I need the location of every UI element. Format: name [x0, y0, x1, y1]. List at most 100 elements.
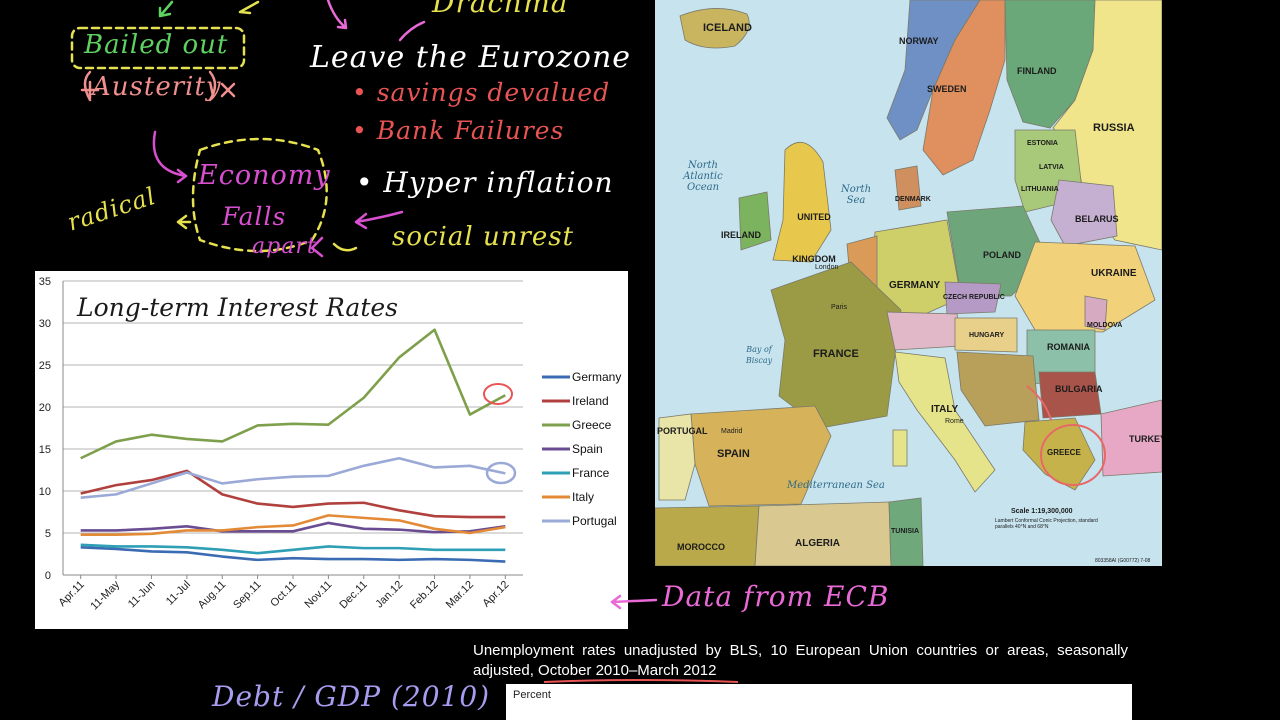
map-label-romania: ROMANIA: [1047, 342, 1090, 352]
x-tick-label: Mar.12: [444, 579, 476, 611]
note-bailed-out: Bailed out: [84, 30, 229, 60]
series-line-greece: [80, 328, 506, 460]
map-label-germany: GERMANY: [889, 280, 941, 291]
x-tick-label: 11-May: [88, 578, 122, 612]
map-label-portugal: PORTUGAL: [657, 426, 708, 436]
map-label-uk: UNITED KINGDOM: [792, 212, 836, 264]
map-label-france: FRANCE: [813, 348, 859, 360]
legend-label-greece: Greece: [572, 418, 612, 432]
x-tick-label: Apr.11: [56, 579, 86, 609]
note-debt-gdp: Debt / GDP (2010): [212, 680, 491, 713]
note-bank-failures: • Bank Failures: [352, 116, 565, 145]
y-tick-label: 5: [45, 528, 51, 540]
map-label-denmark: DENMARK: [895, 196, 931, 203]
map-shape-italy: [894, 351, 996, 493]
note-hyper-inflation: • Hyper inflation: [356, 166, 614, 199]
map-label-spain: SPAIN: [717, 448, 750, 460]
map-shape-denmark: [894, 165, 922, 211]
sea-label-mediterranean: Mediterranean Sea: [787, 480, 885, 491]
greece-highlight-map-circle: [1040, 424, 1106, 486]
series-line-ireland: [80, 469, 506, 519]
map-label-bulgaria: BULGARIA: [1055, 384, 1103, 394]
map-shapes: [655, 0, 1162, 566]
city-london: London: [815, 264, 839, 271]
x-tick-label: 11-Jul: [164, 579, 193, 608]
legend-label-portugal: Portugal: [572, 514, 617, 528]
chart-title: Long-term Interest Rates: [76, 293, 398, 322]
map-label-ukraine: UKRAINE: [1091, 268, 1137, 279]
unemployment-chart-box: Percent: [506, 684, 1132, 720]
x-tick-label: 11-Jun: [126, 579, 158, 611]
x-tick-label: Feb.12: [408, 579, 441, 612]
map-shape-turkey: [1100, 399, 1162, 477]
map-shape-uk: [772, 141, 832, 263]
map-label-latvia: LATVIA: [1039, 164, 1064, 171]
x-tick-label: Jan.12: [373, 579, 405, 611]
series-line-france: [80, 543, 506, 555]
interest-rate-chart: 0 5 10 15 20 25 30 35 Apr.11 11-May 11-Jun 11-Jul Au…: [35, 271, 628, 629]
note-data-from-ecb: Data from ECB: [662, 580, 890, 613]
x-tick-label: Nov.11: [303, 579, 335, 611]
y-tick-label: 20: [39, 402, 51, 414]
note-savings-devalued: • savings devalued: [352, 78, 611, 107]
greece-highlight-circle: [483, 383, 513, 405]
map-label-finland: FINLAND: [1017, 66, 1057, 76]
map-scale: Scale 1:19,300,000: [1011, 508, 1073, 515]
drawing-arrows: [70, 0, 426, 258]
map-shape-hungary: [954, 317, 1018, 353]
map-shape-switzerland-austria: [886, 311, 962, 351]
x-tick-label: Sep.11: [231, 579, 264, 612]
map-shape-greece: [1022, 417, 1096, 491]
map-shape-balkans: [956, 351, 1040, 427]
y-tick-label: 35: [39, 276, 51, 288]
map-shape-algeria: [754, 501, 892, 566]
map-shape-iceland: [679, 8, 750, 49]
map-shape-tunisia: [888, 497, 924, 566]
city-madrid: Madrid: [721, 428, 743, 435]
y-tick-label: 10: [39, 486, 51, 498]
map-label-turkey: TURKEY: [1129, 434, 1162, 444]
map-label-italy: ITALY: [931, 404, 959, 415]
x-tick-label: Aug.11: [196, 579, 229, 612]
city-rome: Rome: [945, 418, 964, 425]
map-label-algeria: ALGERIA: [795, 538, 840, 549]
chart-svg: 0 5 10 15 20 25 30 35 Apr.11 11-May 11-Jun 11-Jul Au…: [39, 276, 622, 612]
note-drachma: Drachma: [432, 0, 569, 19]
map-label-belarus: BELARUS: [1075, 214, 1119, 224]
map-label-iceland: ICELAND: [703, 22, 752, 34]
map-label-poland: POLAND: [983, 250, 1021, 260]
city-paris: Paris: [831, 304, 847, 311]
sea-label-bay-of-biscay: Bay of Biscay: [745, 345, 773, 365]
map-shape-portugal: [658, 413, 696, 501]
map-label-russia: RUSSIA: [1093, 122, 1135, 134]
map-label-lithuania: LITHUANIA: [1021, 186, 1059, 193]
europe-map: ICELAND NORWAY SWEDEN FINLAND RUSSIA EST…: [655, 0, 1162, 566]
note-leave-eurozone: Leave the Eurozone: [310, 40, 632, 75]
highlight-scribble: [1026, 385, 1052, 421]
map-shape-france: [770, 261, 902, 429]
y-tick-label: 25: [39, 360, 51, 372]
series-line-italy: [80, 514, 506, 536]
map-shape-sweden: [922, 0, 1006, 176]
legend-label-ireland: Ireland: [572, 394, 609, 408]
legend-label-spain: Spain: [572, 442, 603, 456]
series-line-germany: [80, 545, 506, 563]
note-social-unrest: social unrest: [392, 222, 575, 252]
map-label-norway: NORWAY: [899, 36, 939, 46]
map-code: 803358AI (G00772) 7-08: [1095, 558, 1151, 564]
legend-label-italy: Italy: [572, 490, 594, 504]
note-falls: Falls: [222, 202, 287, 231]
caption-underline: [543, 679, 739, 683]
y-tick-label: 15: [39, 444, 51, 456]
unemployment-caption: Unemployment rates unadjusted by BLS, 10…: [473, 642, 1128, 679]
x-tick-label: Dec.11: [337, 579, 370, 612]
map-label-tunisia: TUNISIA: [891, 528, 919, 535]
map-shape-belarus: [1050, 179, 1118, 247]
series-line-portugal: [80, 456, 506, 500]
map-shape-ukraine: [1014, 241, 1156, 333]
x-tick-label: Oct.11: [268, 579, 299, 610]
map-label-hungary: HUNGARY: [969, 332, 1005, 339]
map-label-ireland: IRELAND: [721, 230, 761, 240]
legend-label-germany: Germany: [572, 370, 621, 384]
map-shape-sardinia: [892, 429, 908, 467]
